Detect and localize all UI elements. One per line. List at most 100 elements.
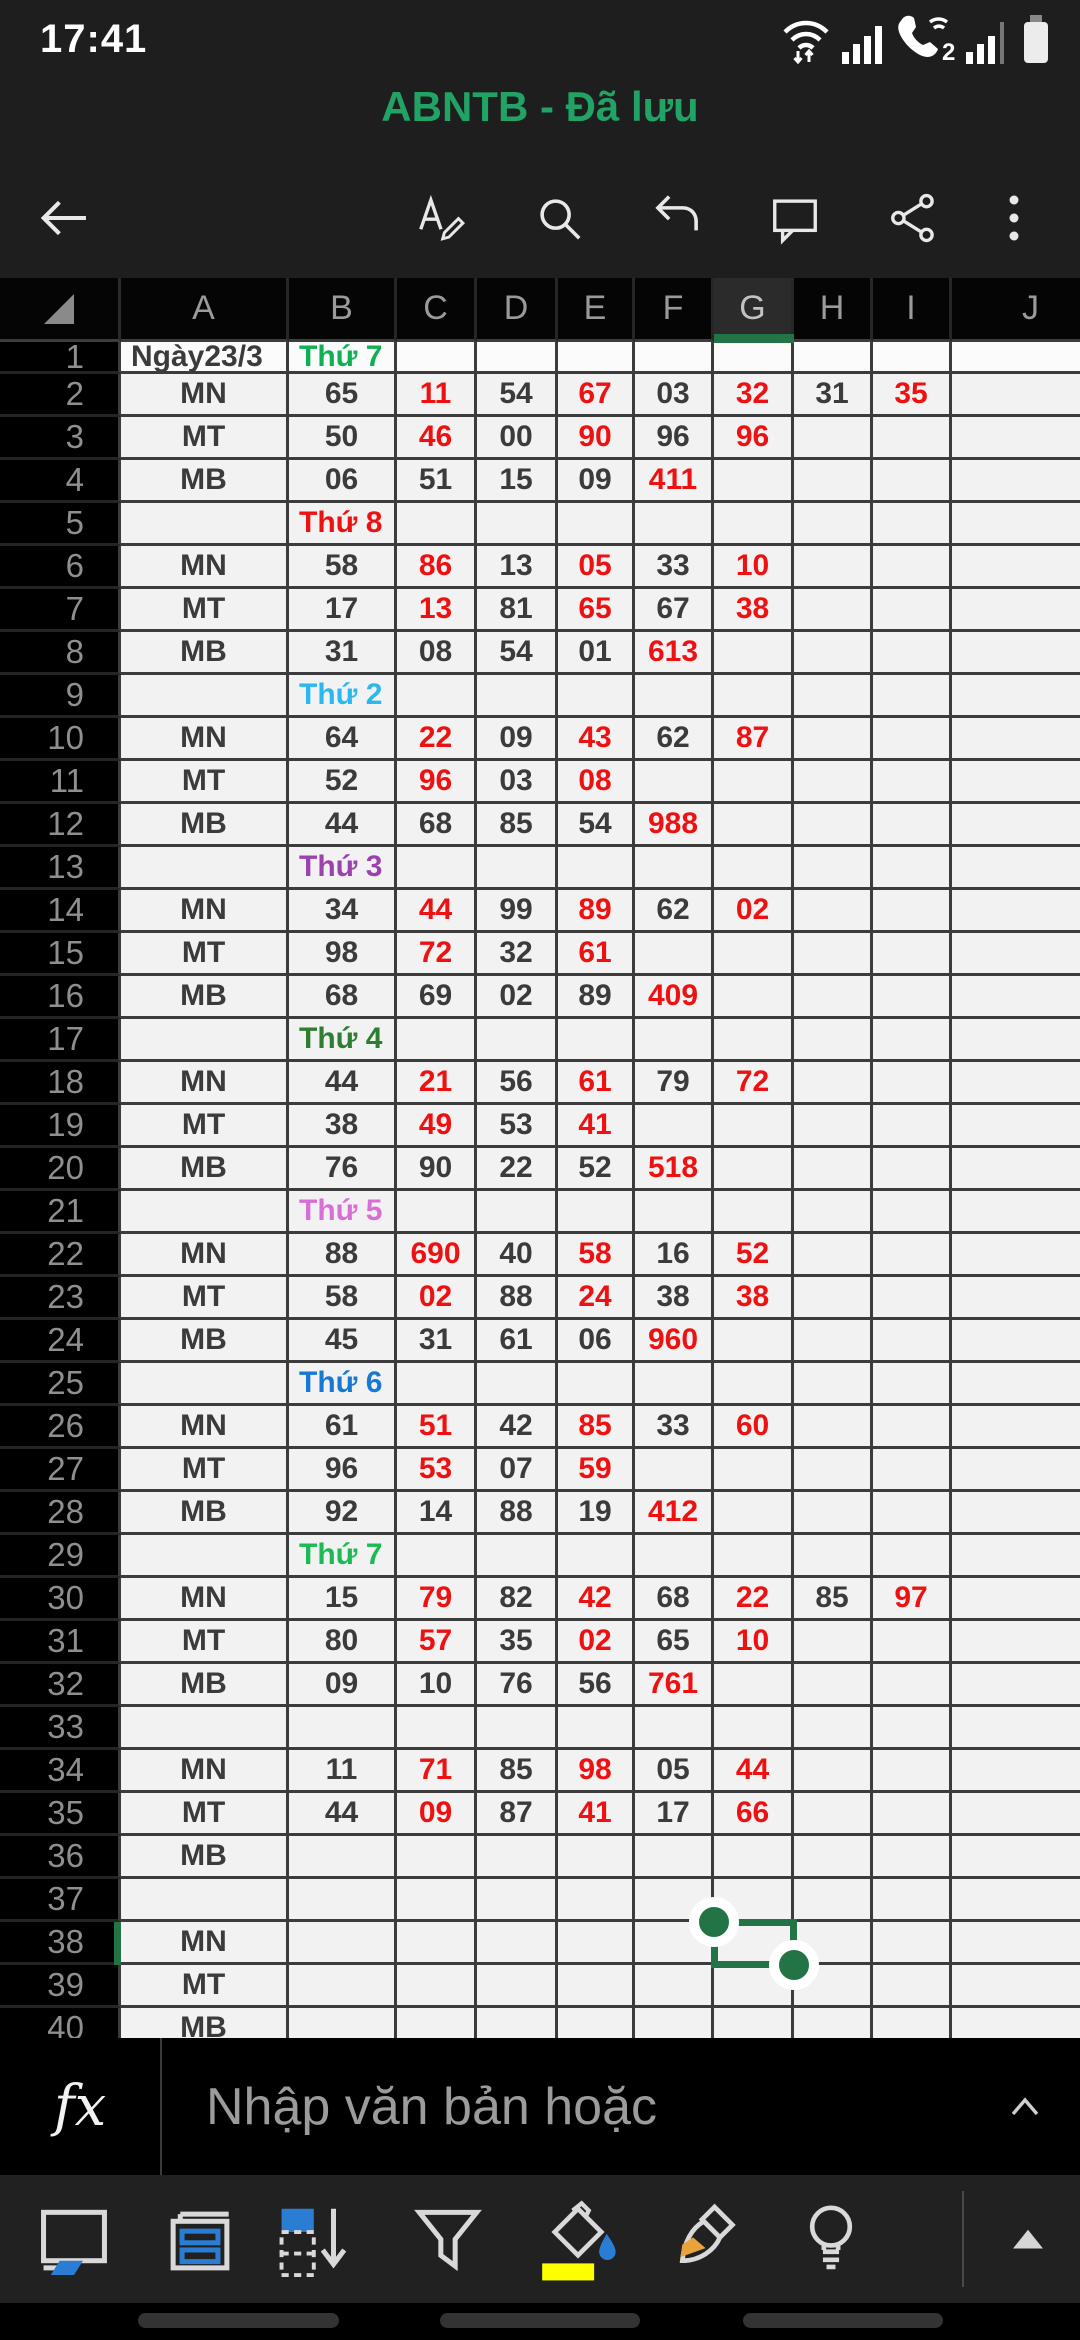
- column-header-H[interactable]: H: [794, 278, 873, 342]
- cell-B16[interactable]: 68: [289, 976, 397, 1019]
- cell-H35[interactable]: [794, 1793, 873, 1836]
- cell-F22[interactable]: 16: [635, 1234, 714, 1277]
- cell-D20[interactable]: 22: [477, 1148, 558, 1191]
- cell-H27[interactable]: [794, 1449, 873, 1492]
- cell-J9[interactable]: [952, 675, 1080, 718]
- cell-G28[interactable]: [714, 1492, 794, 1535]
- cell-J5[interactable]: [952, 503, 1080, 546]
- keyboard-toggle-button[interactable]: [26, 2193, 122, 2289]
- cell-D10[interactable]: 09: [477, 718, 558, 761]
- row-header-11[interactable]: 11: [0, 761, 121, 804]
- cell-H39[interactable]: [794, 1965, 873, 2008]
- cell-F27[interactable]: [635, 1449, 714, 1492]
- row-header-36[interactable]: 36: [0, 1836, 121, 1879]
- cell-A25[interactable]: [121, 1363, 289, 1406]
- cell-H40[interactable]: [794, 2008, 873, 2038]
- cell-D18[interactable]: 56: [477, 1062, 558, 1105]
- cell-J16[interactable]: [952, 976, 1080, 1019]
- row-header-37[interactable]: 37: [0, 1879, 121, 1922]
- cell-H11[interactable]: [794, 761, 873, 804]
- cell-F14[interactable]: 62: [635, 890, 714, 933]
- cell-C30[interactable]: 79: [397, 1578, 477, 1621]
- cell-C4[interactable]: 51: [397, 460, 477, 503]
- cell-J36[interactable]: [952, 1836, 1080, 1879]
- cell-J12[interactable]: [952, 804, 1080, 847]
- cell-C14[interactable]: 44: [397, 890, 477, 933]
- column-header-B[interactable]: B: [289, 278, 397, 342]
- cell-D14[interactable]: 99: [477, 890, 558, 933]
- cell-D17[interactable]: [477, 1019, 558, 1062]
- cell-A28[interactable]: MB: [121, 1492, 289, 1535]
- edit-button[interactable]: [414, 191, 468, 245]
- column-header-I[interactable]: I: [873, 278, 952, 342]
- cell-J40[interactable]: [952, 2008, 1080, 2038]
- cell-J38[interactable]: [952, 1922, 1080, 1965]
- cell-D25[interactable]: [477, 1363, 558, 1406]
- cell-H14[interactable]: [794, 890, 873, 933]
- cell-A12[interactable]: MB: [121, 804, 289, 847]
- sheet-grid[interactable]: A B C D E F G H I J 1 Ngày23/3 Thứ 7 2 MN 65 11 54 67 03 32 3…: [0, 278, 1080, 2038]
- row-header-3[interactable]: 3: [0, 417, 121, 460]
- cell-I17[interactable]: [873, 1019, 952, 1062]
- cell-F39[interactable]: [635, 1965, 714, 2008]
- cell-H5[interactable]: [794, 503, 873, 546]
- row-header-13[interactable]: 13: [0, 847, 121, 890]
- cell-H18[interactable]: [794, 1062, 873, 1105]
- cell-E1[interactable]: [558, 342, 635, 374]
- cell-D2[interactable]: 54: [477, 374, 558, 417]
- row-header-22[interactable]: 22: [0, 1234, 121, 1277]
- cell-I39[interactable]: [873, 1965, 952, 2008]
- cell-B37[interactable]: [289, 1879, 397, 1922]
- cell-J1[interactable]: [952, 342, 1080, 374]
- cell-D22[interactable]: 40: [477, 1234, 558, 1277]
- nav-back-hint[interactable]: [743, 2313, 943, 2328]
- cell-D11[interactable]: 03: [477, 761, 558, 804]
- cell-C39[interactable]: [397, 1965, 477, 2008]
- share-button[interactable]: [886, 191, 940, 245]
- cell-G30[interactable]: 22: [714, 1578, 794, 1621]
- cell-C3[interactable]: 46: [397, 417, 477, 460]
- cell-I36[interactable]: [873, 1836, 952, 1879]
- cell-A38[interactable]: MN: [121, 1922, 289, 1965]
- cell-F36[interactable]: [635, 1836, 714, 1879]
- row-header-29[interactable]: 29: [0, 1535, 121, 1578]
- cell-E38[interactable]: [558, 1922, 635, 1965]
- cell-F26[interactable]: 33: [635, 1406, 714, 1449]
- cell-B12[interactable]: 44: [289, 804, 397, 847]
- row-header-19[interactable]: 19: [0, 1105, 121, 1148]
- cell-F3[interactable]: 96: [635, 417, 714, 460]
- cell-I25[interactable]: [873, 1363, 952, 1406]
- cell-A15[interactable]: MT: [121, 933, 289, 976]
- cell-I3[interactable]: [873, 417, 952, 460]
- cell-E21[interactable]: [558, 1191, 635, 1234]
- cell-A40[interactable]: MB: [121, 2008, 289, 2038]
- cell-A18[interactable]: MN: [121, 1062, 289, 1105]
- cell-F5[interactable]: [635, 503, 714, 546]
- cell-G22[interactable]: 52: [714, 1234, 794, 1277]
- cell-B23[interactable]: 58: [289, 1277, 397, 1320]
- row-header-17[interactable]: 17: [0, 1019, 121, 1062]
- cell-H10[interactable]: [794, 718, 873, 761]
- cell-I27[interactable]: [873, 1449, 952, 1492]
- cell-D3[interactable]: 00: [477, 417, 558, 460]
- cell-F2[interactable]: 03: [635, 374, 714, 417]
- cell-D40[interactable]: [477, 2008, 558, 2038]
- comment-button[interactable]: [768, 191, 822, 245]
- row-header-6[interactable]: 6: [0, 546, 121, 589]
- cell-G20[interactable]: [714, 1148, 794, 1191]
- cell-B19[interactable]: 38: [289, 1105, 397, 1148]
- cell-G16[interactable]: [714, 976, 794, 1019]
- cell-B38[interactable]: [289, 1922, 397, 1965]
- cell-C28[interactable]: 14: [397, 1492, 477, 1535]
- column-header-J[interactable]: J: [952, 278, 1080, 342]
- row-header-25[interactable]: 25: [0, 1363, 121, 1406]
- cell-D35[interactable]: 87: [477, 1793, 558, 1836]
- cell-E8[interactable]: 01: [558, 632, 635, 675]
- cell-B40[interactable]: [289, 2008, 397, 2038]
- cell-B2[interactable]: 65: [289, 374, 397, 417]
- cell-G21[interactable]: [714, 1191, 794, 1234]
- cell-E29[interactable]: [558, 1535, 635, 1578]
- cell-G33[interactable]: [714, 1707, 794, 1750]
- cell-H7[interactable]: [794, 589, 873, 632]
- cell-G40[interactable]: [714, 2008, 794, 2038]
